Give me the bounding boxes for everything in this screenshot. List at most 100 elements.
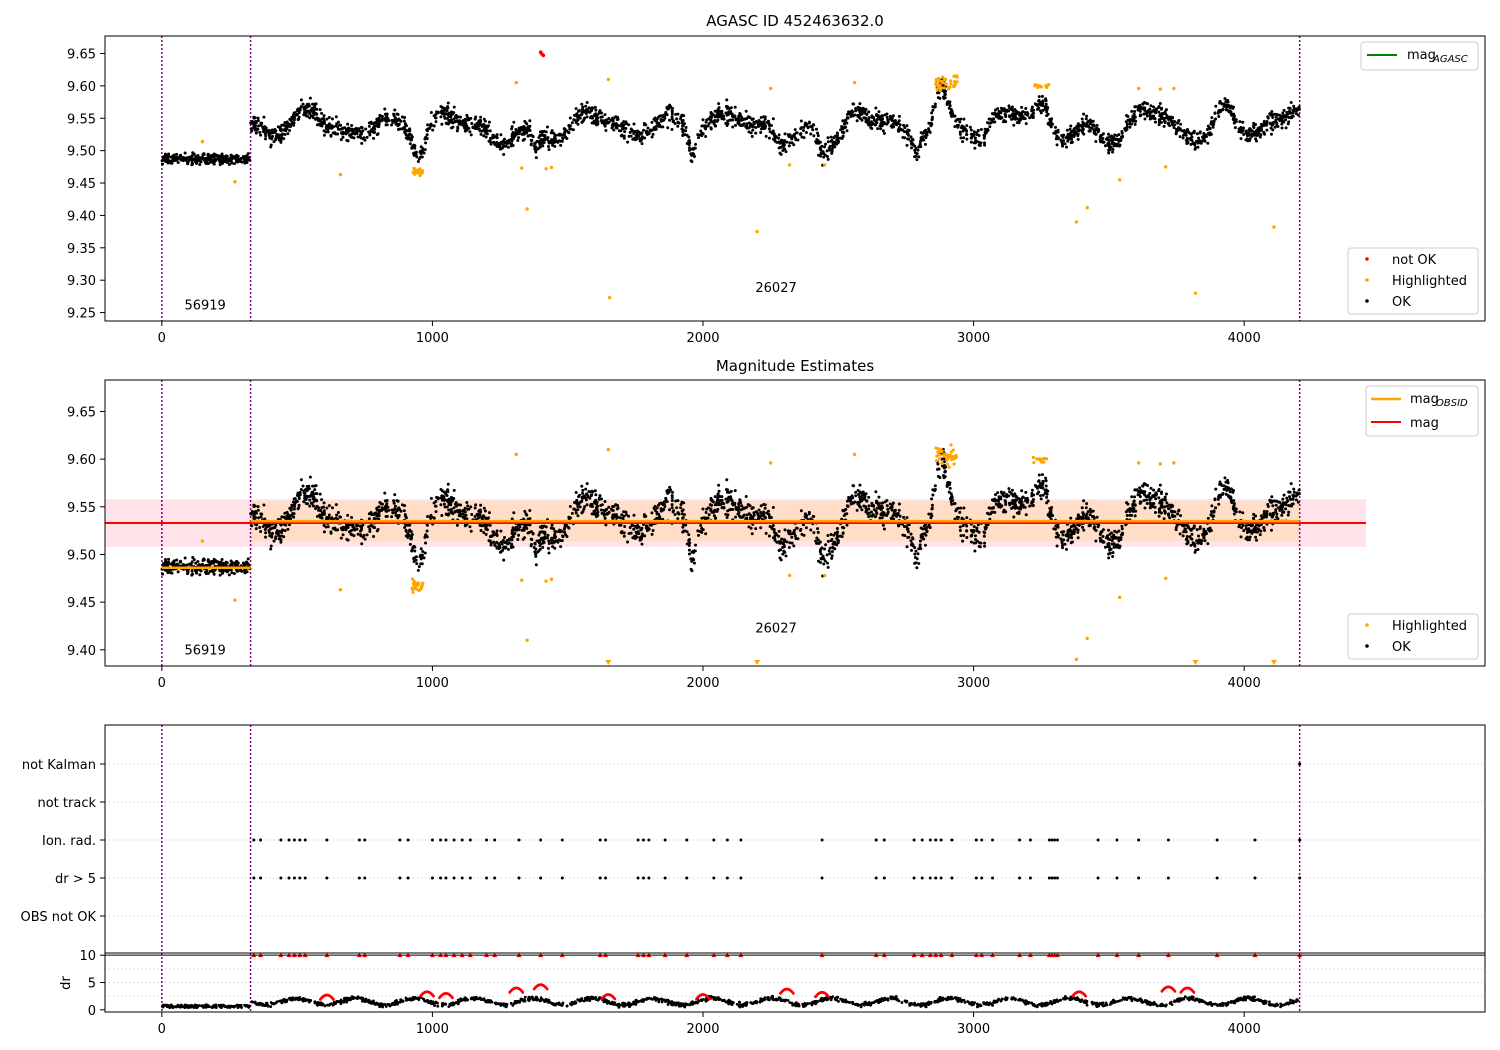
- ok-point: [409, 138, 413, 142]
- ok-point: [1227, 104, 1231, 108]
- ok-point: [1132, 113, 1136, 117]
- ok-point: [1262, 131, 1266, 135]
- ok-point: [741, 118, 745, 122]
- ok-point: [738, 112, 742, 116]
- ok-point: [255, 129, 259, 133]
- ok-point: [746, 115, 750, 119]
- ok-point: [485, 528, 489, 532]
- ok-point: [469, 116, 473, 120]
- ok-point: [1126, 114, 1130, 118]
- ok-point: [1026, 498, 1030, 502]
- ok-point: [1133, 495, 1137, 499]
- ok-point: [1157, 110, 1161, 114]
- ok-point: [825, 155, 829, 159]
- ok-point: [257, 124, 261, 128]
- ok-point: [1258, 135, 1262, 139]
- ok-point: [1113, 529, 1117, 533]
- ok-point: [916, 148, 920, 152]
- ok-point: [734, 118, 738, 122]
- ok-point: [468, 525, 472, 529]
- ok-point: [314, 102, 318, 106]
- ok-point: [1178, 532, 1182, 536]
- ok-point: [720, 112, 724, 116]
- ok-point: [984, 130, 988, 134]
- ok-point: [1220, 108, 1224, 112]
- ok-point: [930, 497, 934, 501]
- ok-point: [1163, 511, 1167, 515]
- ok-point: [423, 148, 427, 152]
- ok-point: [1270, 495, 1274, 499]
- ok-point: [704, 120, 708, 124]
- ok-point: [778, 556, 782, 560]
- ok-point: [1107, 148, 1111, 152]
- ok-point: [676, 511, 680, 515]
- ok-point: [1266, 116, 1270, 120]
- ok-point: [404, 132, 408, 136]
- ok-point: [254, 131, 258, 135]
- ok-point: [961, 126, 965, 130]
- ok-point: [479, 528, 483, 532]
- highlighted-point: [413, 167, 417, 171]
- ok-point: [1016, 506, 1020, 510]
- ok-point: [1237, 525, 1241, 529]
- ok-point: [886, 120, 890, 124]
- ok-point: [493, 543, 497, 547]
- y-tick-label: 9.30: [67, 274, 96, 289]
- ok-point: [403, 116, 407, 120]
- ok-point: [522, 132, 526, 136]
- ok-point: [1133, 514, 1137, 518]
- ok-point: [604, 129, 608, 133]
- ok-point: [194, 155, 198, 159]
- ok-point: [736, 121, 740, 125]
- ok-point: [1217, 502, 1221, 506]
- ok-point: [965, 536, 969, 540]
- ok-point: [870, 115, 874, 119]
- ok-point: [973, 549, 977, 553]
- highlighted-point: [955, 75, 959, 79]
- ok-point: [1149, 104, 1153, 108]
- ok-point: [1271, 116, 1275, 120]
- ok-point: [304, 114, 308, 118]
- ok-point: [394, 120, 398, 124]
- ok-point: [1173, 123, 1177, 127]
- ok-point: [830, 147, 834, 151]
- ok-point: [190, 160, 194, 164]
- ok-point: [807, 510, 811, 514]
- ok-point: [864, 120, 868, 124]
- ok-point: [856, 489, 860, 493]
- ok-point: [426, 123, 430, 127]
- ok-point: [279, 128, 283, 132]
- ok-point: [1157, 514, 1161, 518]
- ok-point: [1169, 119, 1173, 123]
- ok-point: [799, 119, 803, 123]
- ok-point: [913, 556, 917, 560]
- ok-point: [250, 129, 254, 133]
- ok-point: [1044, 484, 1048, 488]
- ok-point: [169, 155, 173, 159]
- ok-point: [1038, 109, 1042, 113]
- highlighted-point: [944, 82, 948, 86]
- ok-point: [1041, 493, 1045, 497]
- ok-point: [1220, 493, 1224, 497]
- ok-point: [1207, 131, 1211, 135]
- ok-point: [264, 535, 268, 539]
- ok-point: [163, 152, 167, 156]
- ok-point: [1000, 491, 1004, 495]
- ok-point: [722, 114, 726, 118]
- ok-point: [867, 515, 871, 519]
- ok-point: [403, 526, 407, 530]
- ok-point: [1149, 116, 1153, 120]
- ok-point: [965, 124, 969, 128]
- ok-point: [585, 101, 589, 105]
- ok-point: [175, 152, 179, 156]
- ok-point: [288, 128, 292, 132]
- ok-point: [445, 106, 449, 110]
- ok-point: [722, 502, 726, 506]
- ok-point: [931, 493, 935, 497]
- ok-point: [949, 492, 953, 496]
- ok-point: [973, 136, 977, 140]
- ok-point: [485, 132, 489, 136]
- ok-point: [409, 536, 413, 540]
- ok-point: [1014, 109, 1018, 113]
- ok-point: [246, 557, 250, 561]
